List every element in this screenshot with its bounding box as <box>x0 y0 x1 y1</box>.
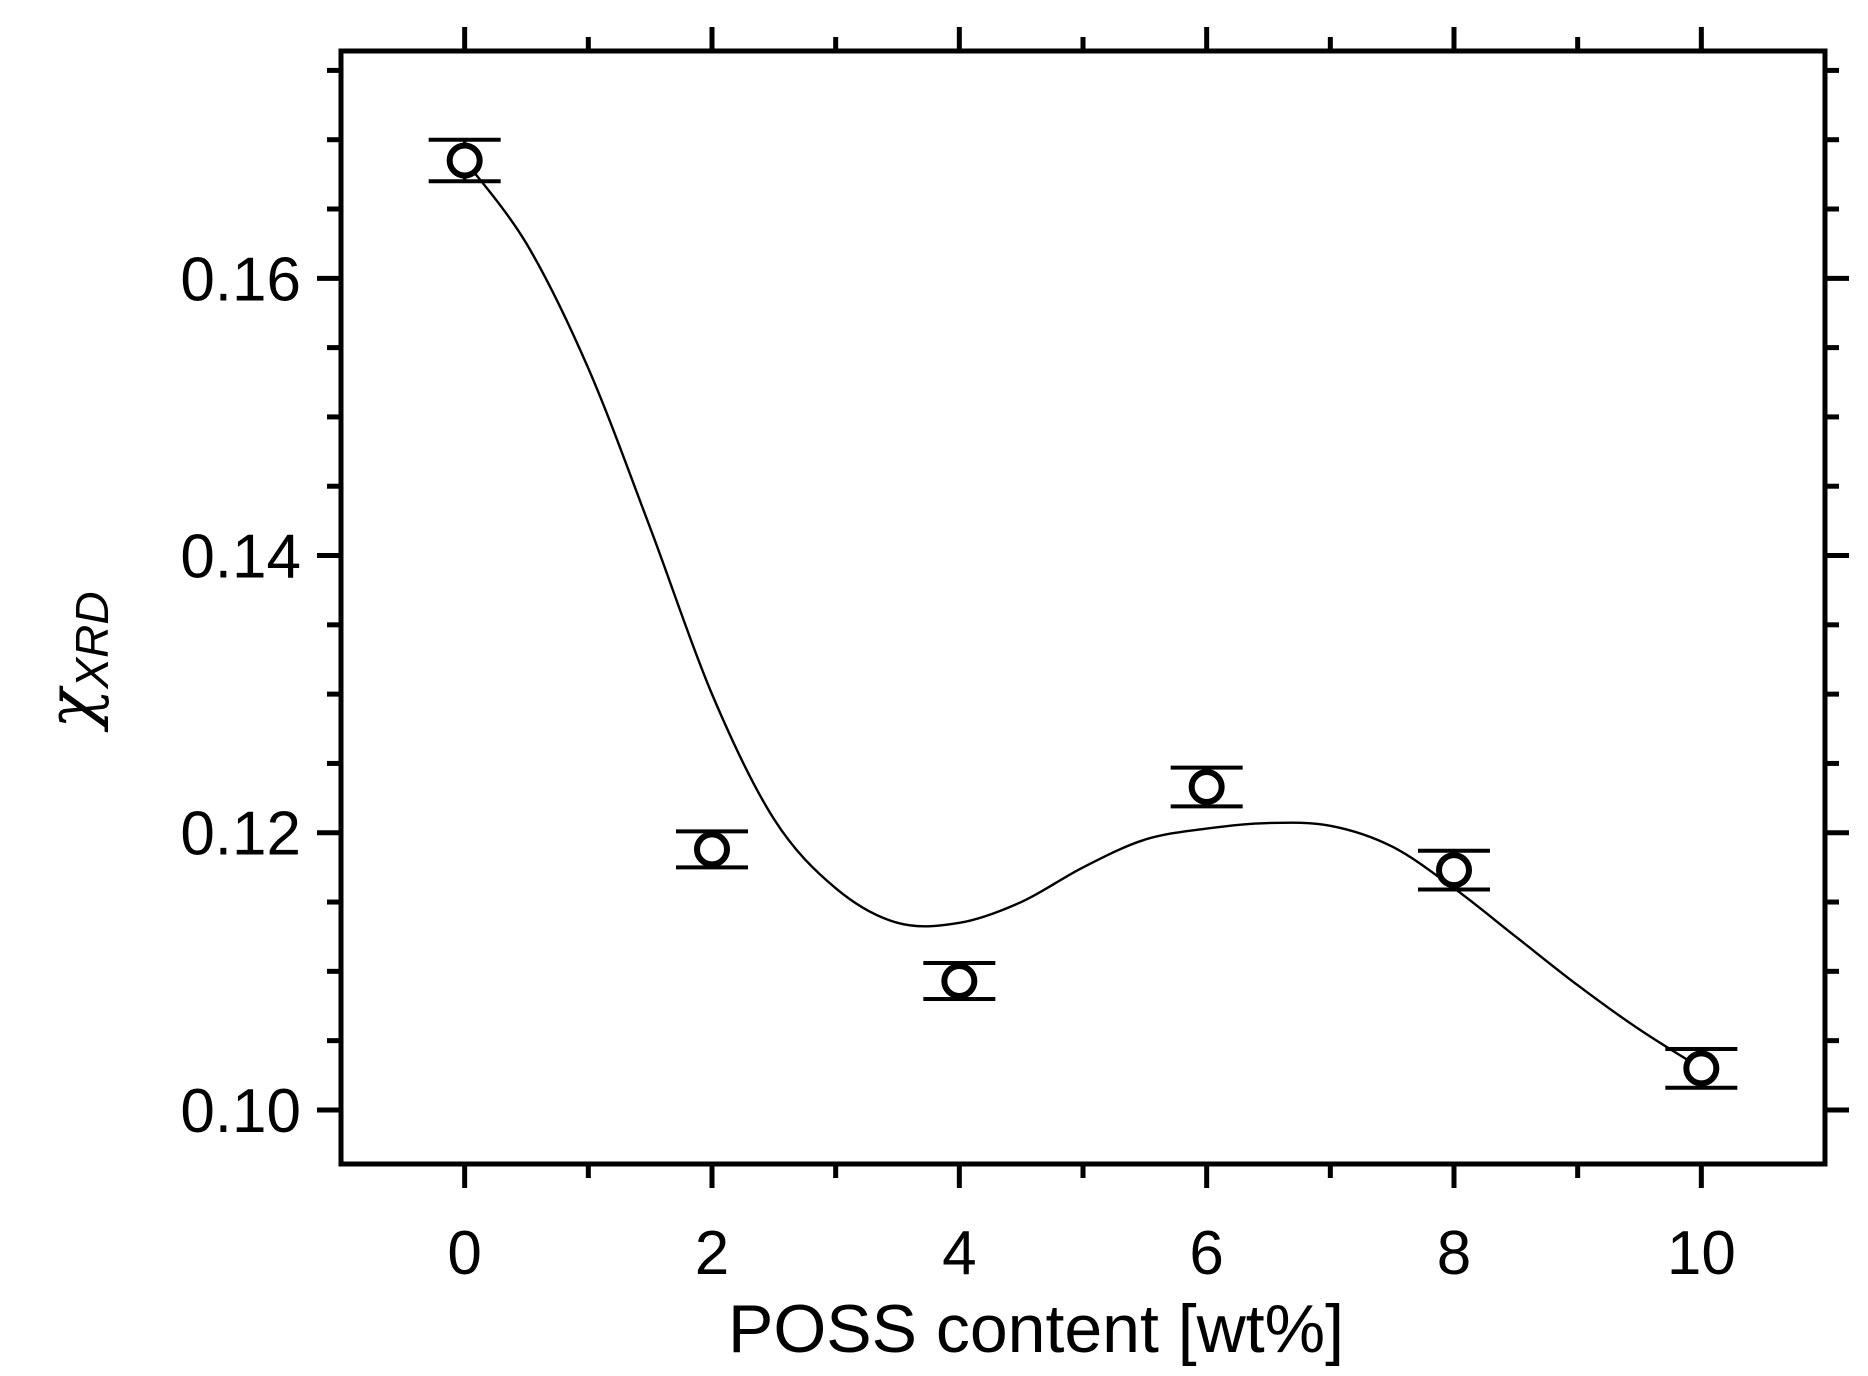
data-point <box>428 137 501 184</box>
point-marker <box>1188 768 1225 805</box>
points-layer <box>428 137 1738 1090</box>
data-point <box>1665 1046 1738 1090</box>
point-marker <box>941 963 978 1000</box>
point-marker <box>1436 852 1472 889</box>
y-axis-subscript: XRD <box>66 591 118 689</box>
svg-text:χXRD: χXRD <box>33 591 118 732</box>
y-tick-label: 0.12 <box>180 800 301 869</box>
x-tick-label: 6 <box>1189 1219 1223 1288</box>
y-axis-title: χXRD <box>33 591 118 732</box>
fit-curve <box>463 159 1702 1070</box>
y-tick-label: 0.16 <box>180 245 301 314</box>
data-point <box>1418 848 1490 892</box>
data-point <box>1170 765 1243 809</box>
x-axis-title: POSS content [wt%] <box>728 1291 1344 1367</box>
y-axis-symbol: χ <box>33 685 110 733</box>
x-tick-label: 8 <box>1437 1219 1471 1288</box>
data-point <box>923 961 996 1002</box>
x-tick-label: 0 <box>447 1219 481 1288</box>
data-point <box>676 829 748 870</box>
y-tick-label: 0.10 <box>180 1077 301 1146</box>
point-marker <box>694 831 730 868</box>
x-tick-label: 4 <box>942 1219 976 1288</box>
x-tick-label: 2 <box>695 1219 729 1288</box>
plot-frame <box>338 48 1828 1167</box>
tick-labels-layer: 0 2 4 6 8 10 0.10 0.12 0.14 0.16 <box>180 245 1735 1288</box>
point-marker <box>1683 1050 1720 1087</box>
ticks-layer <box>317 27 1849 1188</box>
point-marker <box>446 142 483 179</box>
x-tick-label: 10 <box>1667 1219 1736 1288</box>
y-tick-label: 0.14 <box>180 523 301 592</box>
